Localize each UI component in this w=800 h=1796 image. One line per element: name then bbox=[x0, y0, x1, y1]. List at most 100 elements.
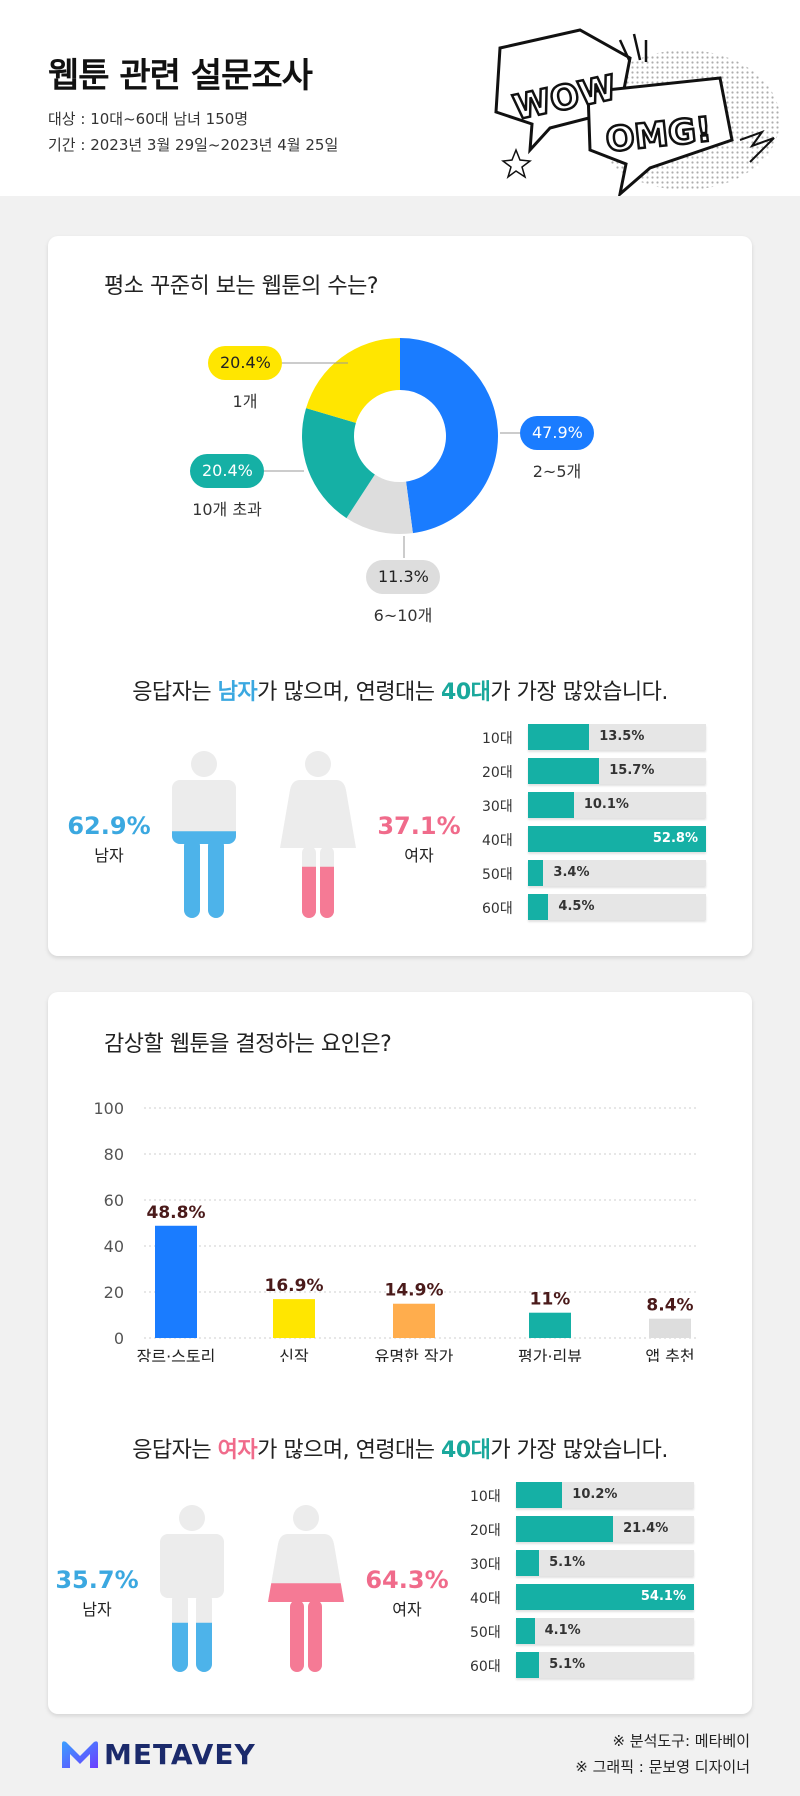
age-bar-value: 4.5% bbox=[558, 899, 595, 914]
age-bar-track: 10.1% bbox=[528, 792, 706, 818]
female-figure-icon bbox=[280, 751, 356, 918]
donut-label-cat-1: 1개 bbox=[232, 392, 258, 411]
age-label: 60대 bbox=[470, 1659, 501, 1675]
x-tick-label: 유명한 작가 bbox=[375, 1347, 454, 1362]
age-bar-fill bbox=[528, 826, 706, 852]
female-pct: 37.1% bbox=[377, 812, 461, 840]
bar-4 bbox=[529, 1312, 571, 1338]
age-bar-value: 4.1% bbox=[544, 1623, 581, 1638]
female-figure-icon bbox=[268, 1505, 344, 1672]
age-bar-track: 4.5% bbox=[528, 894, 706, 920]
age-bar-row: 30대 10.1% bbox=[482, 792, 712, 818]
y-tick-label: 100 bbox=[93, 1099, 124, 1118]
age-bar-chart: 10대 13.5% 20대 15.7% 30대 10.1% 40대 52.8% 50대 3.4% 6… bbox=[482, 724, 712, 924]
age-bar-fill bbox=[528, 792, 574, 818]
age-bar-value: 21.4% bbox=[623, 1521, 669, 1536]
age-bar-fill bbox=[516, 1584, 694, 1610]
bar-value-label: 48.8% bbox=[147, 1203, 206, 1223]
age-label: 40대 bbox=[482, 833, 513, 849]
donut-slice-3 bbox=[302, 408, 375, 519]
survey-period: 기간 : 2023년 3월 29일~2023년 4월 25일 bbox=[48, 136, 339, 154]
female-label: 여자 bbox=[392, 1600, 422, 1619]
comic-illustration: WOW OMG! bbox=[494, 28, 780, 196]
age-bar-row: 20대 15.7% bbox=[482, 758, 712, 784]
x-tick-label: 평가·리뷰 bbox=[518, 1347, 582, 1362]
question-title: 감상할 웹툰을 결정하는 요인은? bbox=[104, 1032, 392, 1057]
male-label: 남자 bbox=[82, 1600, 112, 1619]
age-bar-value: 3.4% bbox=[553, 865, 590, 880]
age-bar-row: 40대 54.1% bbox=[470, 1584, 700, 1610]
card-decision-factor: 감상할 웹툰을 결정하는 요인은? 0 20 40 60 80 100 48.8% 장르·스토… bbox=[48, 992, 752, 1714]
age-bar-track: 54.1% bbox=[516, 1584, 694, 1610]
age-bar-fill bbox=[528, 860, 544, 886]
donut-chart bbox=[264, 338, 520, 558]
age-bar-value: 10.1% bbox=[583, 797, 629, 812]
bar-1 bbox=[155, 1225, 197, 1338]
donut-label-cat-10plus: 10개 초과 bbox=[192, 500, 262, 519]
donut-label-cat-6to10: 6~10개 bbox=[373, 606, 433, 625]
age-bar-track: 52.8% bbox=[528, 826, 706, 852]
age-label: 20대 bbox=[470, 1523, 501, 1539]
age-bar-row: 40대 52.8% bbox=[482, 826, 712, 852]
y-tick-label: 60 bbox=[104, 1191, 124, 1210]
factor-bar-chart: 0 20 40 60 80 100 48.8% 장르·스토리 16.9% 신작 14.9% 유명한 작… bbox=[93, 1099, 696, 1362]
age-bar-track: 13.5% bbox=[528, 724, 706, 750]
survey-target: 대상 : 10대~60대 남녀 150명 bbox=[48, 110, 249, 128]
age-bar-row: 60대 4.5% bbox=[482, 894, 712, 920]
age-bar-track: 3.4% bbox=[528, 860, 706, 886]
y-tick-label: 20 bbox=[104, 1283, 124, 1302]
age-label: 50대 bbox=[482, 867, 513, 883]
age-bar-fill bbox=[516, 1618, 535, 1644]
age-bar-value: 5.1% bbox=[549, 1657, 586, 1672]
donut-label-cat-2to5: 2~5개 bbox=[532, 462, 582, 481]
age-bar-fill bbox=[516, 1550, 540, 1576]
age-label: 10대 bbox=[482, 731, 513, 747]
age-bar-track: 21.4% bbox=[516, 1516, 694, 1542]
age-bar-value: 13.5% bbox=[599, 729, 645, 744]
age-bar-fill bbox=[528, 758, 600, 784]
bar-value-label: 16.9% bbox=[265, 1276, 324, 1296]
question-title: 평소 꾸준히 보는 웹툰의 수는? bbox=[104, 274, 379, 299]
age-label: 40대 bbox=[470, 1591, 501, 1607]
brand-name: METAVEY bbox=[104, 1738, 256, 1771]
bar-value-label: 8.4% bbox=[646, 1296, 693, 1316]
age-bar-value: 52.8% bbox=[652, 831, 698, 846]
card-webtoon-count: 평소 꾸준히 보는 웹툰의 수는? 20.4% 1개 20.4% 10개 초과 … bbox=[48, 236, 752, 956]
donut-slice-4 bbox=[306, 338, 400, 423]
age-bar-value: 15.7% bbox=[609, 763, 655, 778]
male-pct: 62.9% bbox=[67, 812, 151, 840]
x-tick-label: 장르·스토리 bbox=[137, 1347, 216, 1362]
age-bar-fill bbox=[528, 894, 549, 920]
age-bar-fill bbox=[516, 1516, 614, 1542]
male-label: 남자 bbox=[94, 846, 124, 865]
male-pct: 35.7% bbox=[55, 1566, 139, 1594]
age-bar-chart: 10대 10.2% 20대 21.4% 30대 5.1% 40대 54.1% 50대 4.1% 60… bbox=[470, 1482, 700, 1682]
age-bar-row: 50대 4.1% bbox=[470, 1618, 700, 1644]
respondent-summary: 응답자는 남자가 많으며, 연령대는 40대가 가장 많았습니다. bbox=[132, 680, 668, 705]
male-figure-icon bbox=[172, 751, 236, 918]
donut-label-pct-1: 20.4% bbox=[208, 346, 282, 380]
age-bar-fill bbox=[528, 724, 590, 750]
y-tick-label: 0 bbox=[114, 1329, 124, 1348]
donut-slice-2 bbox=[346, 474, 413, 534]
female-pct: 64.3% bbox=[365, 1566, 449, 1594]
age-bar-value: 54.1% bbox=[640, 1589, 686, 1604]
bar-5 bbox=[649, 1318, 691, 1338]
donut-label-pct-2to5: 47.9% bbox=[520, 416, 594, 450]
age-bar-row: 60대 5.1% bbox=[470, 1652, 700, 1678]
donut-label-pct-6to10: 11.3% bbox=[366, 560, 440, 594]
age-bar-track: 15.7% bbox=[528, 758, 706, 784]
age-bar-fill bbox=[516, 1482, 563, 1508]
age-label: 60대 bbox=[482, 901, 513, 917]
age-bar-row: 10대 10.2% bbox=[470, 1482, 700, 1508]
page-title: 웹툰 관련 설문조사 bbox=[48, 56, 313, 96]
bar-value-label: 14.9% bbox=[385, 1281, 444, 1301]
age-bar-track: 4.1% bbox=[516, 1618, 694, 1644]
male-figure-icon bbox=[160, 1505, 224, 1672]
age-bar-row: 50대 3.4% bbox=[482, 860, 712, 886]
x-tick-label: 신작 bbox=[279, 1347, 309, 1362]
age-label: 30대 bbox=[482, 799, 513, 815]
credit-tool: ※ 분석도구: 메타베이 bbox=[612, 1732, 750, 1750]
bar-3 bbox=[393, 1303, 435, 1338]
female-label: 여자 bbox=[404, 846, 434, 865]
